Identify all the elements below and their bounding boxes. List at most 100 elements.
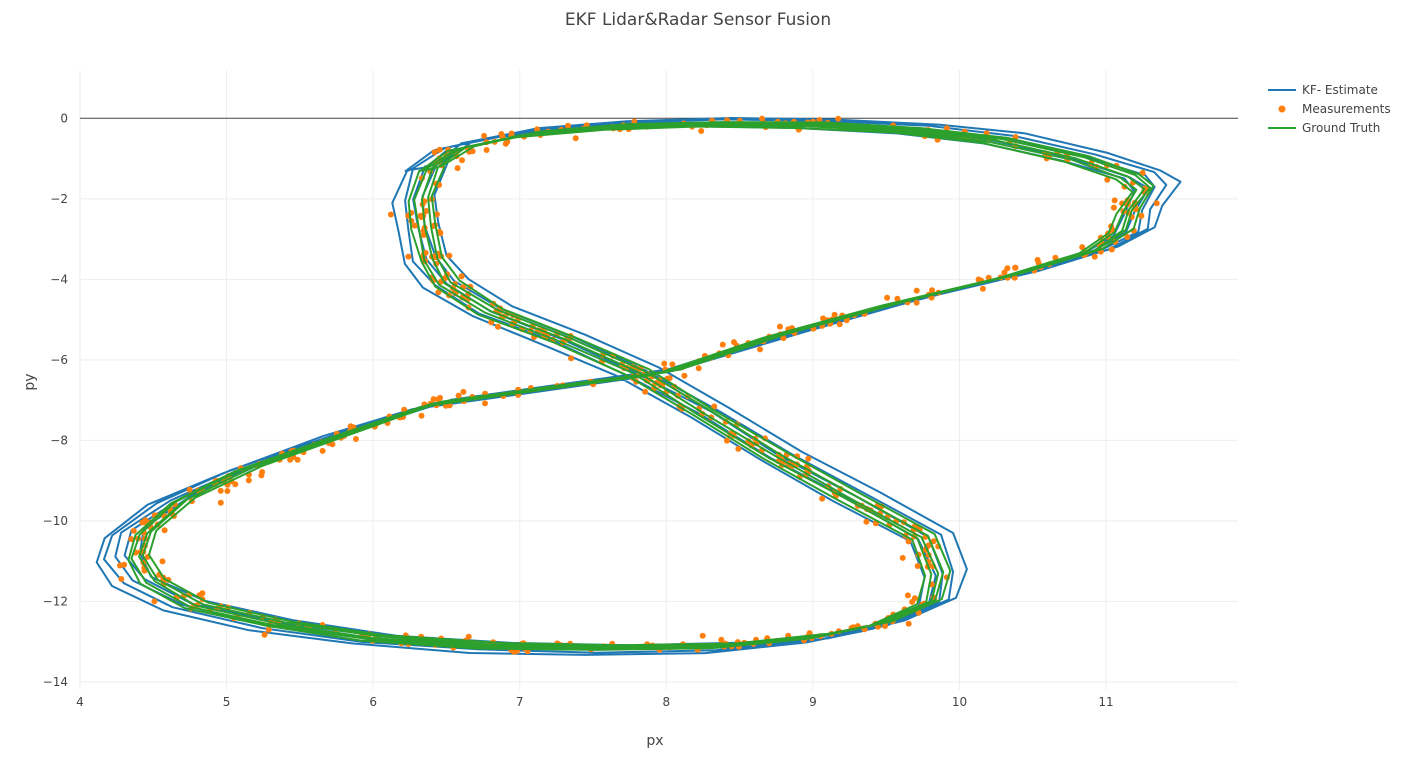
measurement-point <box>666 375 673 382</box>
measurement-point <box>287 456 294 463</box>
measurement-point <box>835 115 842 122</box>
measurement-point <box>446 252 453 259</box>
measurement-point <box>261 631 268 638</box>
y-tick-label: −8 <box>50 433 68 447</box>
x-tick-label: 9 <box>809 695 817 709</box>
x-tick-label: 4 <box>76 695 84 709</box>
measurement-point <box>430 396 437 403</box>
measurement-point <box>1001 269 1008 276</box>
measurement-point <box>117 562 123 569</box>
measurement-point <box>495 323 501 330</box>
y-tick-label: −10 <box>43 514 68 528</box>
measurement-point <box>776 323 783 330</box>
y-tick-label: −4 <box>50 272 68 286</box>
measurement-point <box>433 211 440 218</box>
legend-label: KF- Estimate <box>1302 83 1378 97</box>
measurement-point <box>642 388 649 395</box>
x-tick-label: 11 <box>1098 695 1113 709</box>
measurement-point <box>930 538 937 545</box>
measurement-point <box>1104 176 1111 183</box>
measurement-point <box>199 590 206 597</box>
measurement-point <box>420 232 427 238</box>
measurement-point <box>418 412 425 419</box>
ground-truth-line[interactable] <box>127 121 1155 651</box>
measurement-point <box>118 576 125 582</box>
measurement-point <box>159 558 166 565</box>
measurement-point <box>265 626 272 633</box>
measurement-point <box>884 294 891 301</box>
measurement-point <box>508 130 515 137</box>
measurement-point <box>502 140 509 147</box>
measurement-point <box>863 518 870 525</box>
measurement-point <box>411 222 418 229</box>
measurement-point <box>423 208 430 214</box>
measurement-point <box>217 487 224 494</box>
measurement-point <box>352 436 359 442</box>
legend-item[interactable]: KF- Estimate <box>1268 83 1378 97</box>
axis-ticks: 4 5 6 7 8 9 10 11 0 −2 −4 −6 −8 −10 −12 −14 <box>43 111 1114 709</box>
measurement-point <box>217 499 224 506</box>
measurement-point <box>805 455 812 462</box>
x-tick-label: 7 <box>516 695 524 709</box>
measurement-point <box>1138 212 1145 219</box>
measurement-point <box>735 445 742 452</box>
measurement-point <box>819 495 826 502</box>
measurement-point <box>436 146 443 153</box>
measurement-point <box>695 365 702 372</box>
measurement-point <box>831 311 838 318</box>
measurement-point <box>719 341 726 348</box>
legend[interactable]: KF- Estimate Measurements Ground Truth <box>1268 83 1391 135</box>
measurement-point <box>151 598 158 605</box>
legend-item[interactable]: Ground Truth <box>1268 121 1380 135</box>
measurement-point <box>1079 244 1086 251</box>
measurement-point <box>437 394 443 401</box>
measurement-point <box>894 295 901 302</box>
x-tick-label: 10 <box>952 695 967 709</box>
measurement-point <box>1124 234 1131 240</box>
measurement-point <box>224 488 231 494</box>
measurement-point <box>455 392 462 399</box>
measurement-point <box>481 132 488 139</box>
y-tick-label: −12 <box>43 594 68 608</box>
measurement-point <box>913 287 920 294</box>
measurement-point <box>724 437 730 444</box>
measurement-point <box>1012 264 1019 271</box>
legend-label: Measurements <box>1302 102 1391 116</box>
measurement-point <box>565 122 571 129</box>
measurement-point <box>661 360 668 367</box>
y-tick-label: 0 <box>60 111 68 125</box>
measurement-point <box>186 486 193 493</box>
measurement-point <box>899 554 906 561</box>
kf-estimate-line[interactable] <box>95 117 1182 656</box>
x-tick-label: 6 <box>369 695 377 709</box>
legend-label: Ground Truth <box>1302 121 1380 135</box>
measurement-point <box>294 456 301 463</box>
measurement-point <box>904 592 911 599</box>
legend-item[interactable]: Measurements <box>1278 102 1391 116</box>
measurement-point <box>943 125 950 132</box>
plot-area[interactable] <box>95 115 1182 656</box>
measurement-point <box>1139 169 1146 176</box>
y-tick-label: −2 <box>50 192 68 206</box>
measurement-point <box>1108 246 1115 253</box>
measurement-point <box>1153 200 1160 207</box>
measurement-point <box>568 355 575 362</box>
measurement-point <box>130 527 137 534</box>
measurement-point <box>911 595 918 602</box>
measurement-point <box>913 299 920 306</box>
measurement-point <box>458 273 465 280</box>
measurement-point <box>405 253 412 260</box>
measurement-point <box>820 315 827 322</box>
measurement-point <box>757 346 763 353</box>
measurement-point <box>711 403 718 410</box>
y-tick-label: −6 <box>50 353 68 367</box>
measurement-point <box>1110 204 1117 211</box>
measurement-point <box>454 165 461 172</box>
measurement-point <box>905 538 912 545</box>
x-tick-label: 8 <box>663 695 671 709</box>
measurement-point <box>1091 253 1098 260</box>
measurement-point <box>460 388 467 395</box>
y-axis-title: py <box>22 373 38 390</box>
x-axis-title: px <box>646 733 663 749</box>
legend-swatch-marker <box>1278 105 1286 113</box>
